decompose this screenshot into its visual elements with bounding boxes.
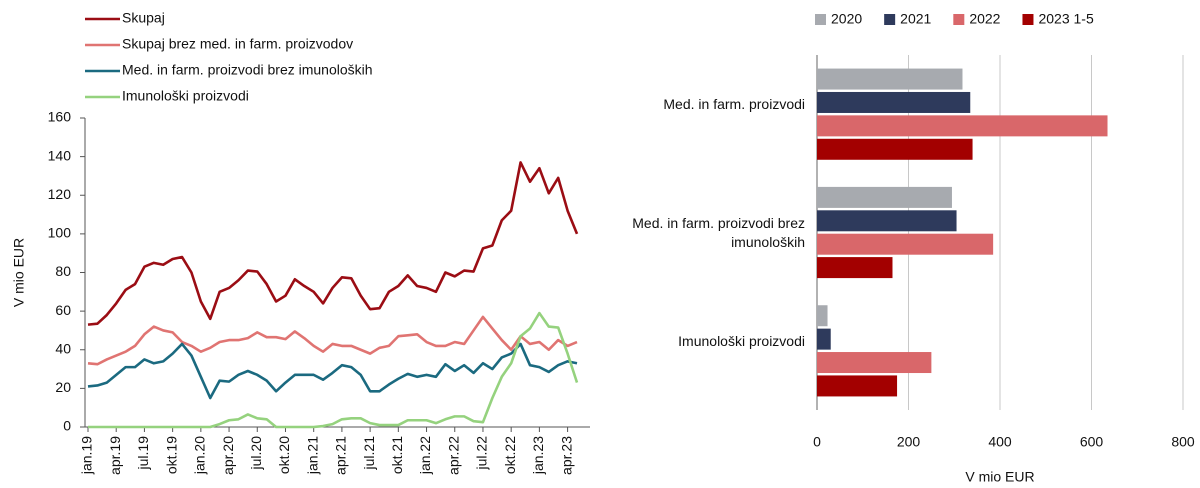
y-axis-label: V mio EUR [11, 238, 27, 307]
x-tick-label: okt.21 [389, 436, 405, 474]
series-line [87, 161, 579, 326]
bar [817, 257, 893, 279]
legend-swatch [953, 14, 965, 25]
x-tick-label: 800 [1171, 434, 1195, 450]
bar [817, 233, 994, 255]
bar [817, 352, 932, 374]
x-tick-label: jan.23 [530, 436, 546, 475]
x-tick-label: jan.21 [304, 436, 320, 475]
bar [817, 186, 952, 208]
series-line [87, 315, 578, 366]
x-axis-label: V mio EUR [965, 469, 1034, 485]
y-tick-label: 160 [48, 109, 72, 125]
x-tick-label: jul.22 [474, 436, 490, 471]
x-tick-label: apr.20 [220, 436, 236, 475]
x-tick-label: 0 [813, 434, 821, 450]
y-tick-label: 0 [63, 418, 71, 434]
series-line [87, 342, 578, 400]
x-tick-label: 600 [1080, 434, 1104, 450]
legend-label: 2022 [969, 11, 1000, 27]
x-tick-label: apr.23 [558, 436, 574, 475]
y-tick-label: 60 [55, 302, 71, 318]
bar [817, 328, 831, 350]
y-tick-label: 100 [48, 225, 72, 241]
y-tick-label: 120 [48, 186, 72, 202]
legend-swatch [815, 14, 826, 25]
legend-label: Skupaj brez med. in farm. proizvodov [122, 36, 353, 52]
x-tick-label: okt.20 [276, 436, 292, 474]
bar [817, 138, 973, 160]
x-tick-label: 400 [988, 434, 1012, 450]
bar [817, 68, 963, 90]
x-tick-label: jul.19 [135, 436, 151, 471]
x-tick-label: apr.22 [445, 436, 461, 475]
bar [817, 115, 1108, 137]
legend-label: Skupaj [122, 10, 165, 26]
bar [817, 210, 957, 232]
bar [817, 305, 828, 327]
x-tick-label: 200 [897, 434, 921, 450]
y-tick-label: 80 [55, 263, 71, 279]
x-tick-label: okt.19 [163, 436, 179, 474]
x-tick-label: apr.19 [107, 436, 123, 475]
legend-label: 2020 [831, 11, 862, 27]
bar [817, 91, 971, 113]
category-label: Med. in farm. proizvodi [663, 96, 805, 113]
x-tick-label: jul.21 [361, 436, 377, 471]
legend-label: 2021 [900, 11, 931, 27]
legend-swatch [884, 14, 896, 25]
legend-label: Med. in farm. proizvodi brez imunoloških [122, 62, 373, 78]
y-tick-label: 140 [48, 147, 72, 163]
x-tick-label: jul.20 [248, 436, 264, 471]
legend-label: 2023 1-5 [1038, 11, 1093, 27]
x-tick-label: jan.19 [79, 436, 95, 475]
series-line [88, 311, 579, 429]
x-tick-label: jan.22 [417, 436, 433, 475]
category-label: Imunološki proizvodi [678, 332, 805, 349]
y-tick-label: 20 [55, 379, 71, 395]
x-tick-label: jan.20 [192, 436, 208, 475]
y-tick-label: 40 [55, 340, 71, 356]
x-tick-label: apr.21 [333, 436, 349, 475]
category-label: Med. in farm. proizvodi brez imunoloških [632, 214, 805, 250]
legend-label: Imunološki proizvodi [122, 88, 249, 104]
bar [817, 375, 898, 397]
x-tick-label: okt.22 [502, 436, 518, 474]
legend-swatch [1022, 14, 1034, 25]
